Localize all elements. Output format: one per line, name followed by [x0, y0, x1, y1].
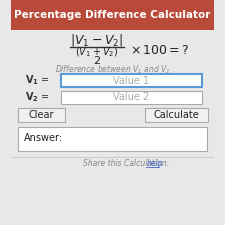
Text: Value 2: Value 2	[113, 92, 150, 103]
FancyBboxPatch shape	[18, 108, 65, 122]
FancyBboxPatch shape	[18, 127, 207, 151]
Text: Answer:: Answer:	[24, 133, 63, 143]
Text: $\times\,100 = ?$: $\times\,100 = ?$	[130, 43, 189, 56]
Text: $\mathbf{V_1}$ =: $\mathbf{V_1}$ =	[25, 74, 50, 87]
Text: $(V_1+V_2)$: $(V_1+V_2)$	[75, 45, 118, 59]
Text: $2$: $2$	[93, 54, 101, 66]
Text: $\mathbf{V_2}$ =: $\mathbf{V_2}$ =	[25, 91, 50, 104]
Text: Share this Calculation:: Share this Calculation:	[83, 160, 172, 169]
FancyBboxPatch shape	[61, 74, 202, 87]
Text: Value 1: Value 1	[113, 76, 149, 86]
FancyBboxPatch shape	[11, 0, 214, 30]
FancyBboxPatch shape	[61, 91, 202, 104]
Text: help: help	[146, 160, 163, 169]
Text: Difference between $V_1$ and $V_2$: Difference between $V_1$ and $V_2$	[55, 64, 170, 76]
Text: Percentage Difference Calculator: Percentage Difference Calculator	[14, 10, 211, 20]
Text: Clear: Clear	[29, 110, 54, 120]
Text: $|V_1 - V_2|$: $|V_1 - V_2|$	[70, 32, 123, 48]
Text: Calculate: Calculate	[153, 110, 199, 120]
FancyBboxPatch shape	[144, 108, 208, 122]
